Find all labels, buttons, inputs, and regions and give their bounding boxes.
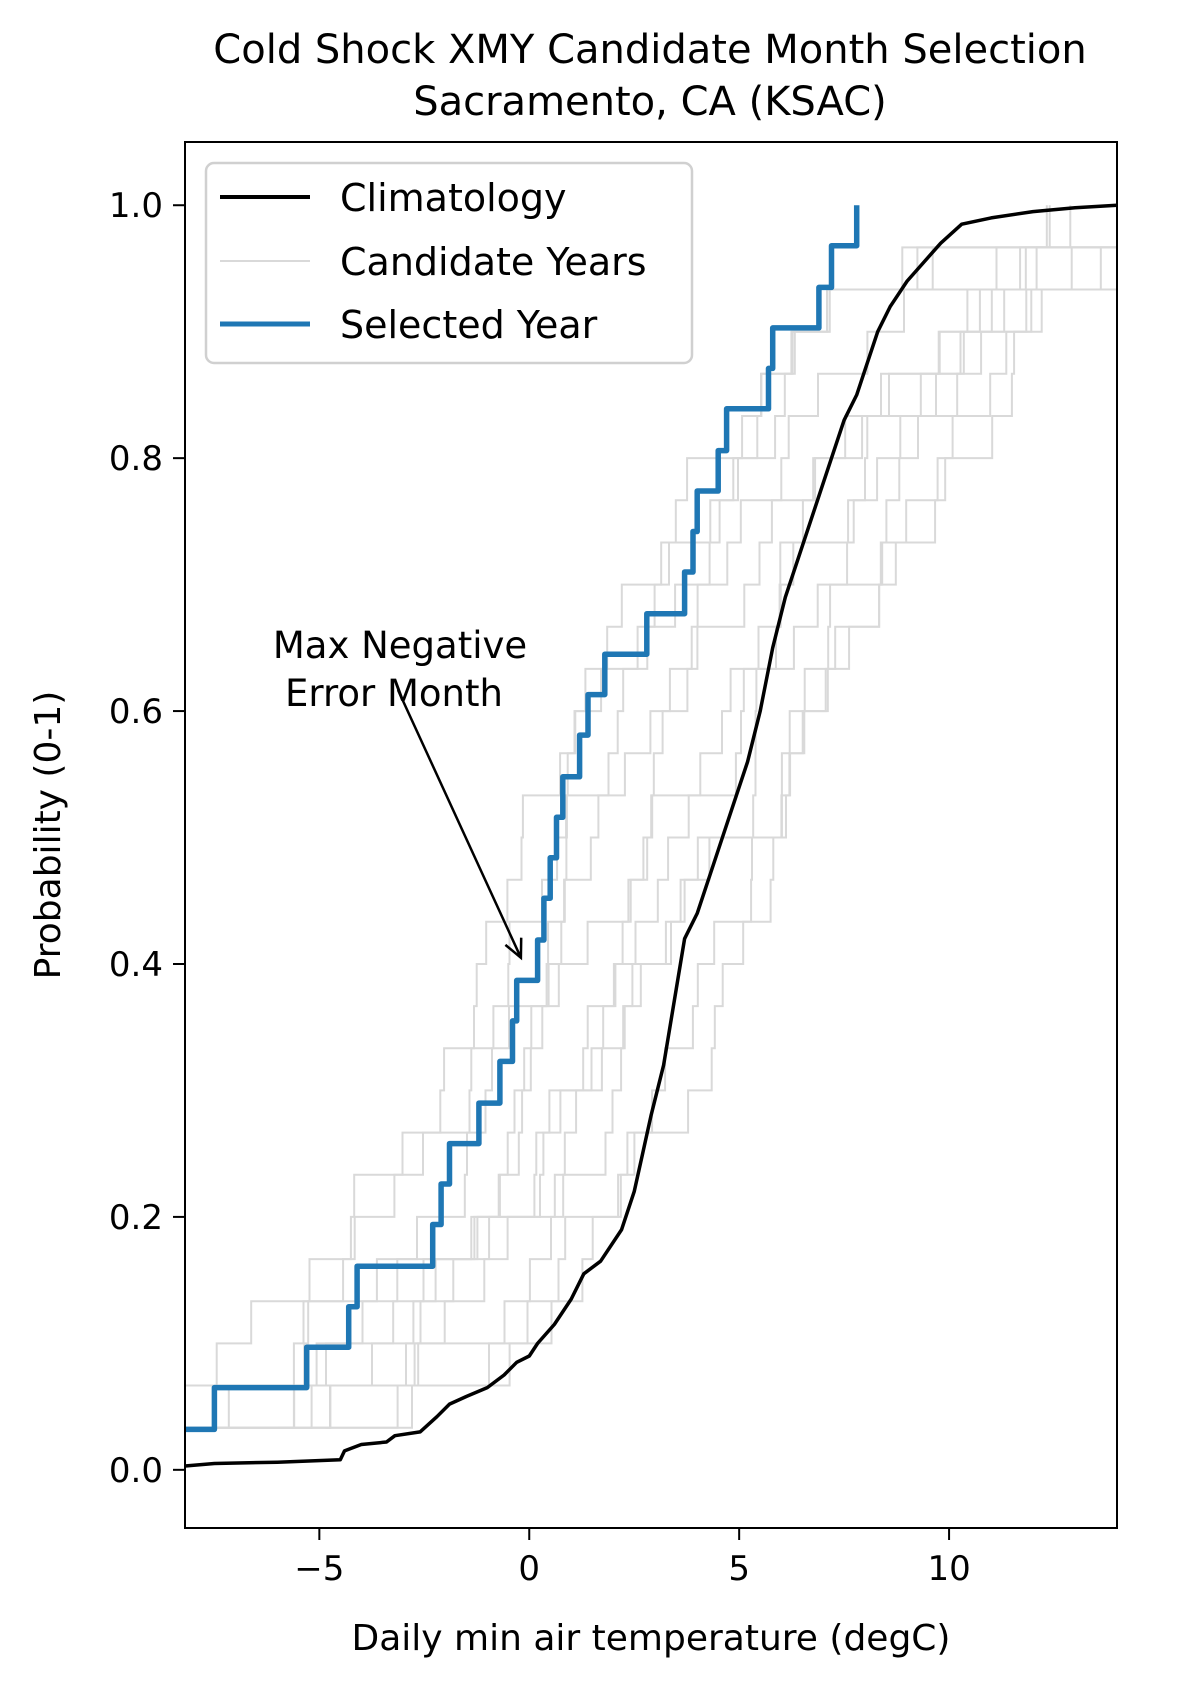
series-layer	[184, 203, 1118, 1468]
legend-box	[204, 161, 694, 365]
plot-frame	[184, 141, 1118, 1529]
legend-label-candidate-years: Candidate Years	[340, 240, 647, 284]
chart-subtitle: Sacramento, CA (KSAC)	[413, 79, 887, 125]
legend-label-selected-year: Selected Year	[340, 303, 598, 347]
legend-label-climatology: Climatology	[340, 176, 567, 220]
y-axis-label: Probability (0-1)	[28, 691, 69, 980]
candidate-year-line	[185, 205, 1118, 1429]
x-axis: −5 0 5 10	[294, 1528, 971, 1589]
candidate-year-line	[277, 205, 1118, 1429]
candidate-year-line	[185, 205, 1072, 1429]
y-axis: 0.0 0.2 0.4 0.6 0.8 1.0	[109, 186, 185, 1491]
y-tick-label: 0.4	[109, 945, 163, 985]
annotation-arrow	[396, 689, 523, 961]
y-tick-label: 0.0	[109, 1451, 163, 1491]
candidate-year-line	[185, 205, 1118, 1429]
y-tick-label: 0.6	[109, 692, 163, 732]
candidate-year-line	[186, 205, 1118, 1429]
x-tick-label: 0	[518, 1549, 540, 1589]
candidate-year-line	[325, 205, 1118, 1429]
y-tick-label: 0.8	[109, 439, 163, 479]
annotation: Max Negative Error Month	[273, 624, 527, 961]
candidate-year-line	[184, 205, 1048, 1428]
series-climatology	[184, 203, 1118, 1468]
y-tick-label: 1.0	[109, 186, 163, 226]
legend: Climatology Candidate Years Selected Yea…	[204, 161, 694, 365]
candidate-year-line	[185, 205, 1051, 1429]
x-tick-label: 10	[927, 1549, 970, 1589]
candidate-year-line	[202, 205, 1118, 1429]
x-tick-label: −5	[294, 1549, 344, 1589]
x-axis-label: Daily min air temperature (degC)	[352, 1618, 951, 1659]
series-selected-year	[185, 205, 860, 1433]
y-tick-label: 0.2	[109, 1198, 163, 1238]
candidate-years-lines	[184, 205, 1118, 1429]
annotation-line-2: Error Month	[285, 672, 503, 715]
annotation-line-1: Max Negative	[273, 624, 527, 667]
chart-title: Cold Shock XMY Candidate Month Selection	[213, 27, 1086, 73]
x-tick-label: 5	[728, 1549, 750, 1589]
